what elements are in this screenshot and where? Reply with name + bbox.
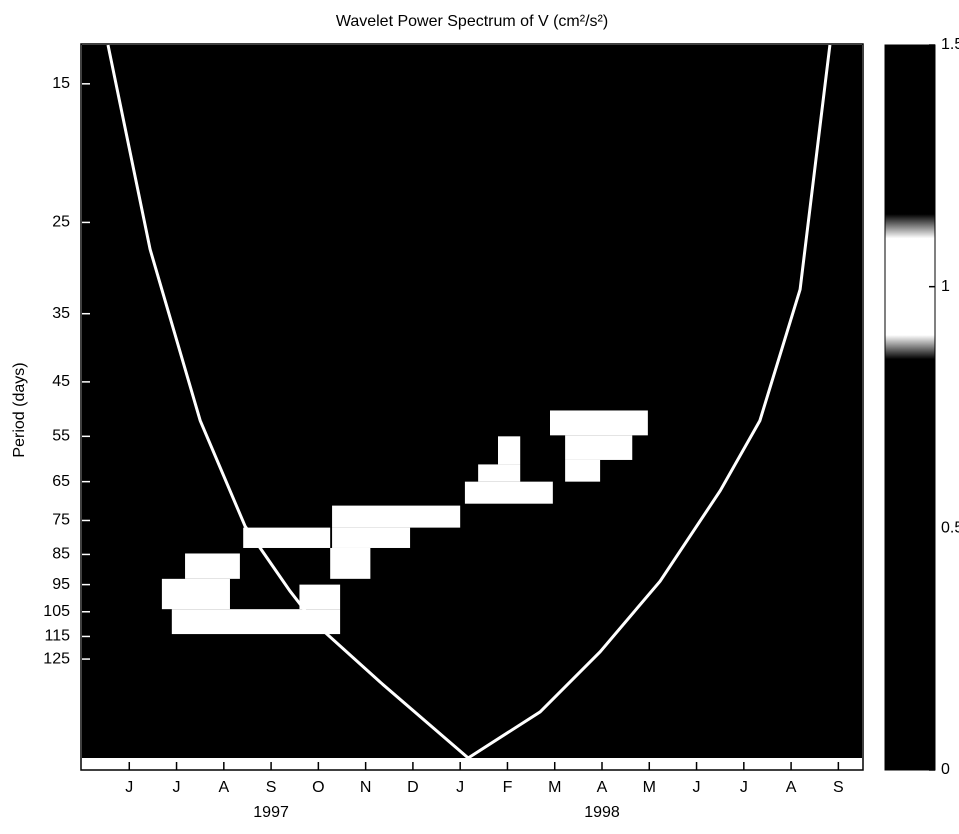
y-tick-label: 75 <box>52 512 70 529</box>
power-patch <box>565 435 633 460</box>
y-axis-label: Period (days) <box>11 362 28 457</box>
y-tick-label: 25 <box>52 214 70 231</box>
x-tick-label: M <box>643 779 656 796</box>
x-tick-label: F <box>503 779 513 796</box>
x-tick-label: J <box>456 779 464 796</box>
year-label: 1997 <box>253 804 289 821</box>
x-tick-label: N <box>360 779 372 796</box>
power-patch <box>161 578 230 610</box>
colorbar-tick-label: 0 <box>941 761 950 778</box>
power-patch <box>478 464 521 482</box>
x-tick-label: M <box>548 779 561 796</box>
x-tick-label: S <box>266 779 277 796</box>
y-tick-label: 95 <box>52 576 70 593</box>
x-tick-label: A <box>597 779 608 796</box>
power-patch <box>243 527 331 548</box>
x-tick-label: J <box>740 779 748 796</box>
x-tick-label: J <box>693 779 701 796</box>
power-patch <box>498 436 521 465</box>
power-patch <box>330 547 371 579</box>
x-tick-label: S <box>833 779 844 796</box>
y-tick-label: 35 <box>52 305 70 322</box>
power-patch <box>464 481 553 504</box>
y-tick-label: 65 <box>52 473 70 490</box>
x-tick-label: J <box>125 779 133 796</box>
y-tick-label: 85 <box>52 546 70 563</box>
colorbar-tick-label: 0.5 <box>941 520 959 537</box>
y-tick-label: 125 <box>43 650 70 667</box>
colorbar <box>884 44 936 771</box>
colorbar-tick-label: 1 <box>941 278 950 295</box>
power-patch <box>332 527 411 548</box>
x-tick-label: A <box>786 779 797 796</box>
x-tick-label: D <box>407 779 419 796</box>
chart-title: Wavelet Power Spectrum of V (cm²/s²) <box>336 13 608 30</box>
power-patch <box>565 459 601 482</box>
y-tick-label: 115 <box>44 628 70 645</box>
y-tick-label: 55 <box>52 428 70 445</box>
power-patch <box>185 553 240 579</box>
power-patch <box>550 410 648 436</box>
x-tick-label: A <box>218 779 229 796</box>
y-tick-label: 15 <box>52 75 70 92</box>
plot-area <box>82 45 862 758</box>
x-tick-label: O <box>312 779 324 796</box>
power-patch <box>332 505 461 528</box>
y-tick-label: 105 <box>43 603 70 620</box>
power-patch <box>299 584 341 610</box>
year-label: 1998 <box>584 804 620 821</box>
y-tick-label: 45 <box>52 373 70 390</box>
x-tick-label: J <box>173 779 181 796</box>
cone-of-influence <box>106 44 832 760</box>
colorbar-tick-label: 1.5 <box>941 36 959 53</box>
